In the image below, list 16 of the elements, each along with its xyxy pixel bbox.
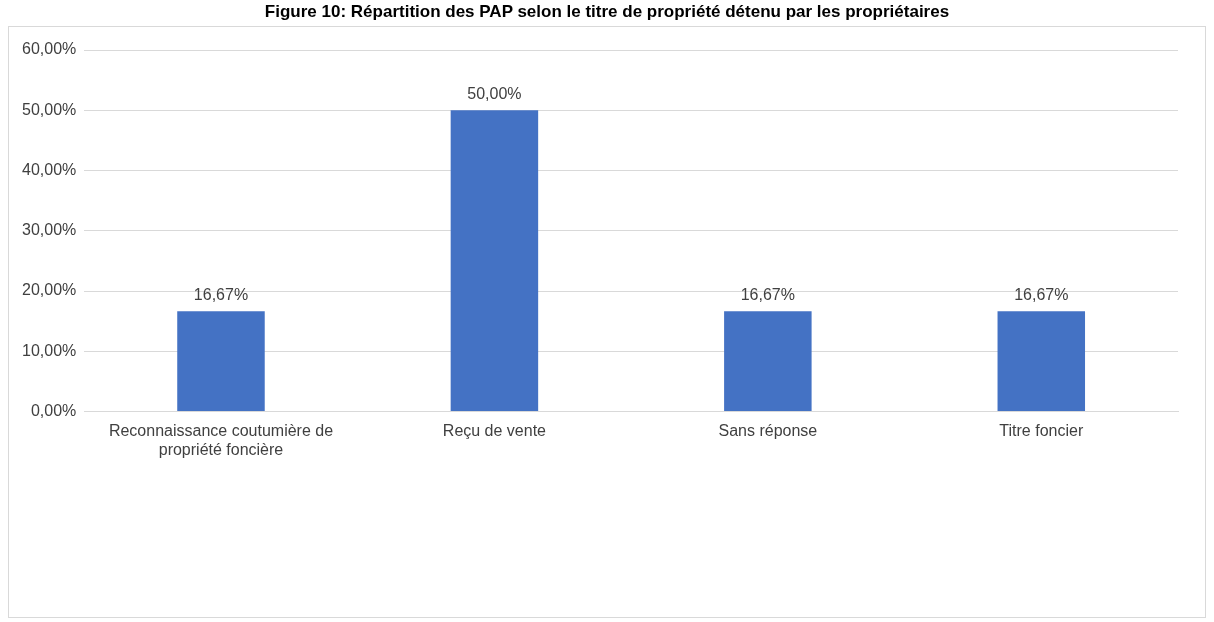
x-tick-label: Titre foncier [999,421,1084,439]
x-tick-label: Reçu de vente [442,421,547,439]
data-label: 16,67% [1014,285,1069,303]
y-tick-label: 20,00% [22,281,77,299]
x-tick-label: Sans réponse [718,421,818,439]
chart-title: Figure 10: Répartition des PAP selon le titre de propriété détenu par les propriétaires [263,2,951,22]
y-tick-label: 50,00% [22,100,77,118]
y-tick-label: 60,00% [22,40,77,58]
y-tick-label: 30,00% [22,221,77,239]
data-label: 50,00% [467,84,522,102]
data-label: 16,67% [740,285,795,303]
x-tick-label: Reconnaissance coutumière de propriété foncière [108,421,334,458]
data-label: 16,67% [193,285,249,303]
y-tick-label: 40,00% [22,160,77,178]
y-tick-label: 10,00% [22,341,77,359]
y-tick-label: 0,00% [30,402,77,420]
